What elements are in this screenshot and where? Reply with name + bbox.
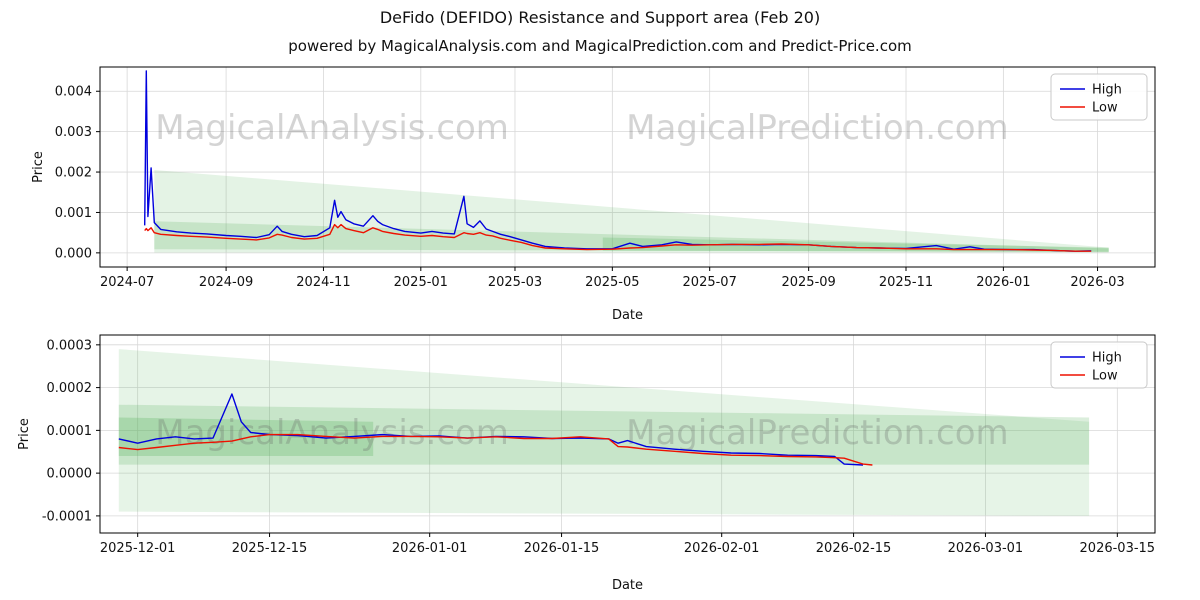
watermark-text: MagicalPrediction.com [626, 108, 1009, 148]
legend-box [1050, 341, 1148, 389]
watermark-text: MagicalPrediction.com [626, 413, 1009, 453]
y-axis-label: Price [17, 418, 32, 450]
y-tick-label: 0.000 [55, 246, 92, 261]
x-tick-label: 2026-01-01 [392, 541, 468, 556]
y-tick-label: 0.0003 [47, 338, 93, 353]
x-tick-label: 2026-03 [1070, 275, 1124, 290]
watermark-text: MagicalAnalysis.com [155, 108, 509, 148]
x-tick-label: 2025-12-01 [100, 541, 176, 556]
legend: High Low [1050, 73, 1148, 121]
x-tick-label: 2026-03-15 [1080, 541, 1156, 556]
figure-subtitle: powered by MagicalAnalysis.com and Magic… [288, 37, 912, 55]
y-tick-label: 0.0002 [47, 381, 93, 396]
y-axis: 0.000 0.001 0.002 0.003 0.004 Price [31, 85, 100, 261]
legend-label: High [1092, 351, 1122, 366]
y-tick-label: 0.003 [55, 125, 92, 140]
axes-border [99, 66, 1156, 268]
watermarks: MagicalAnalysis.com MagicalPrediction.com [155, 108, 1008, 148]
y-axis-label: Price [31, 151, 46, 183]
x-tick-label: 2025-12-15 [232, 541, 308, 556]
x-tick-label: 2025-03 [488, 275, 542, 290]
legend-label: Low [1092, 101, 1118, 116]
band [602, 237, 1109, 252]
series-low-line [144, 223, 1092, 252]
x-tick-label: 2024-07 [100, 275, 154, 290]
top-chart: MagicalAnalysis.com MagicalPrediction.com… [0, 55, 1200, 327]
x-axis-label: Date [612, 578, 643, 593]
band [118, 417, 374, 456]
x-tick-label: 2024-09 [199, 275, 253, 290]
figure-title: DeFido (DEFIDO) Resistance and Support a… [379, 8, 821, 27]
legend-label: High [1092, 83, 1122, 98]
y-tick-label: -0.0001 [42, 509, 92, 524]
axes-border [99, 334, 1156, 534]
bottom-chart: MagicalAnalysis.com MagicalPrediction.com… [0, 327, 1200, 597]
x-tick-label: 2025-11 [879, 275, 933, 290]
x-tick-label: 2026-02-01 [684, 541, 760, 556]
support-resistance-bands [154, 170, 1109, 253]
y-tick-label: 0.002 [55, 166, 92, 181]
y-axis: -0.0001 0.0000 0.0001 0.0002 0.0003 Price [17, 338, 100, 524]
grid [100, 335, 1155, 533]
y-tick-label: 0.004 [55, 85, 92, 100]
x-tick-label: 2025-01 [394, 275, 448, 290]
x-tick-label: 2026-02-15 [816, 541, 892, 556]
chart-svg: MagicalAnalysis.com MagicalPrediction.com… [31, 66, 1156, 323]
band [154, 170, 1109, 253]
watermarks: MagicalAnalysis.com MagicalPrediction.com [155, 413, 1008, 453]
band [118, 349, 1090, 516]
x-tick-label: 2024-11 [296, 275, 350, 290]
x-tick-label: 2025-05 [585, 275, 639, 290]
band [118, 404, 1090, 465]
x-axis: 2025-12-01 2025-12-15 2026-01-01 2026-01-15… [100, 533, 1155, 593]
x-axis: 2024-07 2024-09 2024-11 2025-01 2025-03 2025-… [100, 267, 1125, 323]
x-tick-label: 2026-01-15 [524, 541, 600, 556]
y-tick-label: 0.0001 [47, 424, 93, 439]
legend-box [1050, 73, 1148, 121]
legend: High Low [1050, 341, 1148, 389]
legend-label: Low [1092, 369, 1118, 384]
x-tick-label: 2025-09 [781, 275, 835, 290]
x-axis-label: Date [612, 308, 643, 323]
watermark-text: MagicalAnalysis.com [155, 413, 509, 453]
series-low-line [118, 433, 873, 466]
y-tick-label: 0.0000 [47, 467, 93, 482]
support-resistance-bands [118, 349, 1090, 516]
x-tick-label: 2025-07 [683, 275, 737, 290]
y-tick-label: 0.001 [55, 206, 92, 221]
x-tick-label: 2026-03-01 [948, 541, 1024, 556]
chart-svg: MagicalAnalysis.com MagicalPrediction.com… [17, 334, 1156, 593]
x-tick-label: 2026-01 [976, 275, 1030, 290]
